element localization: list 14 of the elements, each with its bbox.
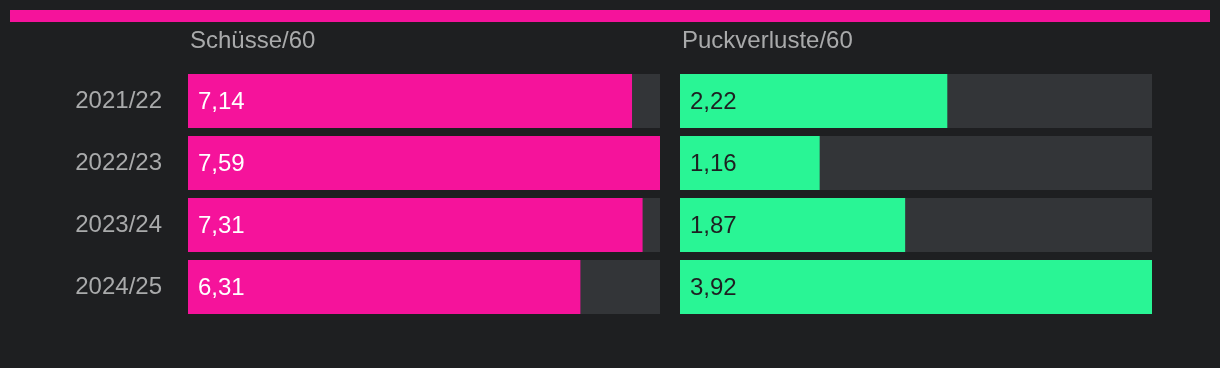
y-tick-label: 2022/23 xyxy=(75,147,162,175)
data-label: 7,31 xyxy=(198,210,245,238)
chart-title: Schüsse/60 xyxy=(190,26,316,54)
chart-title: Puckverluste/60 xyxy=(682,26,853,54)
data-label: 6,31 xyxy=(198,272,245,300)
data-label: 1,16 xyxy=(690,148,737,176)
data-label: 7,14 xyxy=(198,86,245,114)
data-label: 7,59 xyxy=(198,148,245,176)
data-label: 3,92 xyxy=(690,272,737,300)
y-tick-label: 2024/25 xyxy=(75,271,162,299)
y-tick-label: 2023/24 xyxy=(75,209,162,237)
data-label: 1,87 xyxy=(690,210,737,238)
data-label: 2,22 xyxy=(690,86,737,114)
y-tick-label: 2021/22 xyxy=(75,85,162,113)
